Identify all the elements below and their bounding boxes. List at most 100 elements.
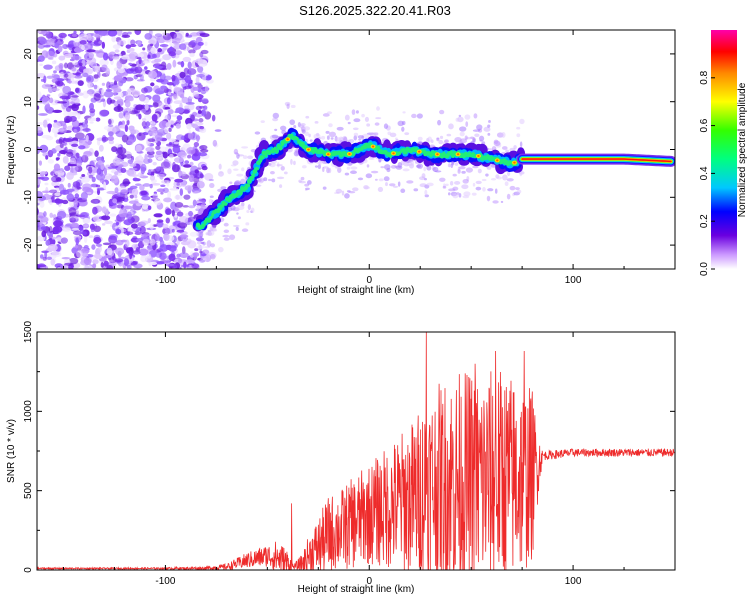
noise-blob: [47, 243, 58, 252]
noise-blob: [93, 39, 103, 46]
ridge-scatter: [194, 190, 200, 194]
noise-blob: [147, 205, 152, 210]
ridge-scatter: [336, 126, 344, 131]
noise-blob: [148, 131, 155, 136]
spectrogram-ylabel: Frequency (Hz): [6, 116, 17, 185]
ridge-scatter: [476, 124, 483, 131]
ridge-scatter: [254, 131, 261, 135]
noise-blob: [160, 184, 166, 188]
noise-blob: [129, 43, 137, 48]
ridge-blob: [209, 215, 213, 221]
noise-blob: [130, 129, 137, 135]
noise-blob: [135, 246, 141, 252]
noise-blob: [162, 187, 169, 194]
noise-blob: [174, 194, 183, 200]
ridge-scatter: [465, 121, 469, 128]
noise-blob: [180, 155, 187, 159]
noise-blob: [99, 58, 109, 67]
ridge-scatter: [486, 195, 491, 202]
ridge-scatter: [234, 152, 238, 155]
noise-blob: [71, 66, 77, 72]
noise-blob: [92, 206, 98, 215]
ridge-scatter: [241, 228, 249, 233]
noise-blob: [134, 194, 138, 199]
noise-blob: [139, 184, 145, 191]
noise-blob: [62, 43, 69, 50]
noise-blob: [54, 131, 58, 138]
ridge-scatter: [237, 204, 245, 211]
noise-blob: [150, 46, 157, 54]
ridge-scatter: [298, 179, 302, 183]
noise-blob: [82, 105, 86, 114]
ridge-scatter: [341, 190, 345, 196]
ridge-scatter: [487, 124, 491, 128]
ridge-scatter: [350, 170, 357, 175]
ridge-scatter: [481, 178, 487, 182]
noise-blob: [116, 30, 123, 37]
ridge-scatter: [482, 187, 486, 192]
noise-blob: [101, 88, 105, 96]
ridge-scatter: [330, 137, 334, 140]
noise-blob: [164, 242, 173, 246]
ridge-hotspot-core: [348, 153, 351, 156]
noise-blob: [172, 145, 181, 154]
noise-blob: [128, 47, 135, 52]
noise-blob: [201, 109, 207, 117]
noise-blob: [166, 132, 172, 140]
noise-blob: [126, 119, 130, 126]
noise-blob: [96, 187, 106, 191]
ridge-scatter: [302, 165, 307, 169]
noise-blob: [195, 112, 203, 118]
ridge-scatter: [320, 135, 326, 140]
ridge-scatter: [361, 135, 365, 141]
ridge-scatter: [299, 124, 305, 129]
ridge-scatter: [279, 184, 283, 189]
colorbar-tick-label: 0.0: [699, 262, 710, 276]
ridge-scatter: [272, 112, 280, 119]
noise-blob: [81, 252, 89, 257]
noise-blob: [128, 51, 139, 60]
colorbar: 0.0 0.2 0.4 0.6 0.8 Normalized spectral ampl…: [699, 30, 748, 276]
noise-blob: [86, 91, 93, 95]
noise-blob: [123, 231, 134, 236]
noise-blob: [87, 81, 93, 89]
noise-blob: [173, 157, 184, 163]
noise-blob: [52, 109, 63, 114]
noise-blob: [145, 121, 151, 127]
noise-blob: [194, 82, 202, 85]
noise-blob: [101, 136, 109, 142]
ridge-scatter: [446, 133, 452, 137]
ridge-scatter: [328, 131, 336, 138]
noise-blob: [69, 115, 77, 122]
noise-blob: [41, 190, 51, 194]
noise-blob: [37, 264, 47, 268]
noise-blob: [200, 253, 207, 257]
noise-blob: [126, 264, 132, 269]
noise-blob: [108, 131, 114, 137]
ridge-scatter: [358, 138, 362, 141]
colorbar-gradient: [711, 30, 737, 269]
noise-blob: [111, 146, 118, 153]
ridge-scatter: [449, 180, 454, 186]
noise-blob: [171, 228, 175, 233]
noise-blob: [187, 68, 197, 76]
ridge-hotspot-core: [477, 154, 480, 157]
noise-blob: [46, 94, 51, 97]
noise-blob: [192, 86, 199, 91]
noise-blob: [132, 177, 138, 182]
noise-blob: [116, 60, 123, 69]
noise-blob: [154, 198, 162, 206]
noise-blob: [71, 143, 79, 148]
ridge-blob: [251, 173, 255, 179]
ridge-scatter: [452, 186, 459, 191]
noise-blob: [128, 97, 134, 102]
noise-blob: [174, 178, 184, 183]
noise-blob: [80, 212, 90, 218]
ridge-scatter: [350, 166, 358, 170]
spectrogram-x-axis: -100 0 100: [62, 30, 676, 286]
ridge-scatter: [426, 182, 434, 187]
ridge-scatter: [454, 162, 459, 166]
ridge-hotspot-core: [513, 161, 516, 164]
ridge-scatter: [416, 163, 423, 169]
noise-blob: [128, 62, 133, 66]
